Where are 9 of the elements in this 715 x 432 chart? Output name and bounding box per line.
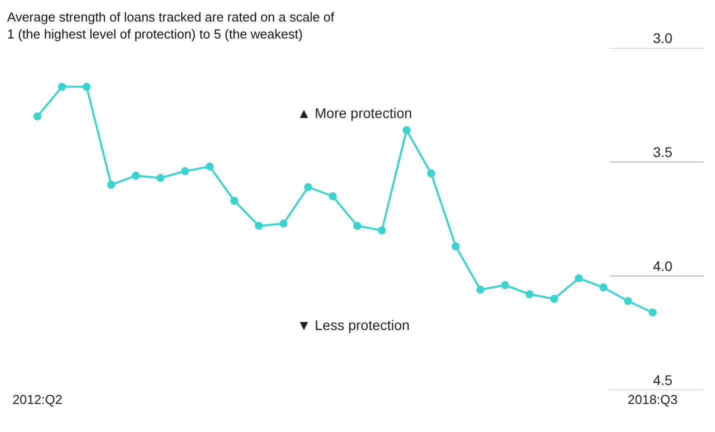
y-tick-label: 4.0 [653,258,673,274]
y-tick-label: 4.5 [653,372,673,388]
annotation: ▲ More protection [297,105,412,121]
y-tick-label: 3.5 [653,144,673,160]
chart-title: Average strength of loans tracked are rated on a scale of 1 (the highest level of protection) to 5 (the weakest) [7,10,335,42]
x-tick-label: 2012:Q2 [12,392,62,407]
x-tick-label: 2018:Q3 [628,392,678,407]
annotation: ▼ Less protection [297,317,410,333]
y-tick-label: 3.0 [653,30,673,46]
